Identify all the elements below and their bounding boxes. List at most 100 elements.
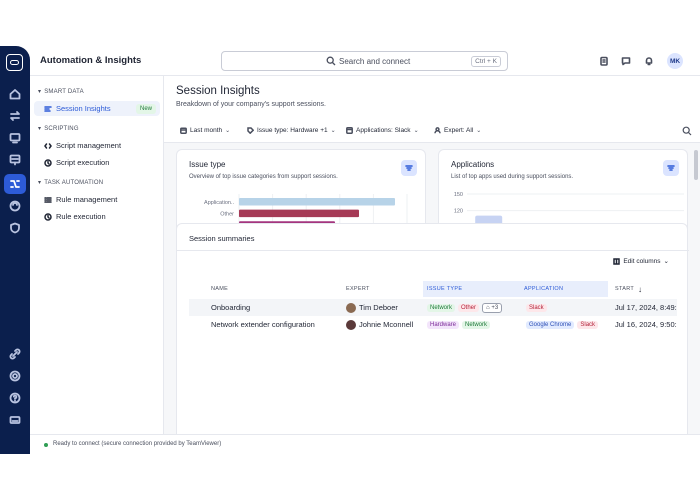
avatar (346, 302, 356, 313)
filter-date[interactable]: Last month ⌄ (180, 127, 230, 134)
chevron-down-icon: ▾ (38, 89, 42, 95)
sidebar-item-label: Session Insights (56, 104, 111, 113)
section-header-smart-data[interactable]: ▾ SMART DATA (38, 88, 84, 96)
page-title: Session Insights (176, 85, 260, 97)
column-header-expert[interactable]: EXPERT (346, 286, 370, 292)
nav-rail (0, 46, 30, 454)
cell-application: Slack (526, 299, 547, 316)
app-tag: Slack (526, 303, 547, 312)
filter-expert[interactable]: Expert: All ⌄ (434, 127, 481, 134)
status-bar: Ready to connect (secure connection prov… (30, 434, 700, 454)
tag-icon: ⌂ (486, 304, 490, 311)
chevron-down-icon: ⌄ (663, 258, 669, 265)
chat-icon[interactable] (619, 54, 632, 67)
category-label: Application.. (204, 200, 234, 206)
sidebar-item-script-management[interactable]: Script management (34, 138, 160, 153)
keyboard-icon[interactable] (7, 412, 23, 428)
home-icon[interactable] (7, 86, 23, 102)
chevron-down-icon: ▾ (38, 180, 42, 186)
filter-applications[interactable]: Applications: Slack ⌄ (346, 127, 419, 134)
page-subtitle: Breakdown of your company's support sess… (176, 101, 326, 108)
chevron-down-icon: ⌄ (225, 128, 231, 134)
monitor-icon[interactable] (7, 152, 23, 168)
column-header-name[interactable]: NAME (211, 286, 229, 292)
filter-icon (405, 165, 413, 171)
connections-icon[interactable] (7, 346, 23, 362)
card-subtitle: List of top apps used during support ses… (451, 174, 574, 180)
section-header-task-automation[interactable]: ▾ TASK AUTOMATION (38, 179, 104, 187)
sidebar-item-label: Script execution (56, 158, 110, 167)
app-tag: Slack (577, 320, 599, 329)
apps-filter-button[interactable] (663, 160, 679, 176)
support-icon[interactable] (7, 198, 23, 214)
search-icon[interactable] (682, 126, 692, 136)
sidebar-item-session-insights[interactable]: Session Insights New (34, 101, 160, 116)
workflow-icon[interactable] (4, 174, 26, 194)
cell-expert: Johnie Mconnell (346, 316, 413, 333)
section-header-scripting[interactable]: ▾ SCRIPTING (38, 125, 79, 133)
top-bar: Automation & Insights Search and connect… (30, 46, 700, 76)
bell-icon[interactable] (642, 54, 655, 67)
main-content: Session Insights Breakdown of your compa… (164, 76, 700, 454)
cell-start: Jul 17, 2024, 8:49:0 (615, 303, 677, 312)
search-input[interactable]: Search and connect Ctrl + K (221, 51, 508, 71)
teamviewer-logo[interactable] (6, 54, 23, 71)
sidebar-item-rule-execution[interactable]: Rule execution (34, 209, 160, 224)
issue-filter-button[interactable] (401, 160, 417, 176)
edit-columns-button[interactable]: Edit columns ⌄ (613, 257, 669, 265)
card-title: Session summaries (189, 234, 255, 243)
cell-issue-type: Hardware Network (427, 316, 491, 333)
cell-application: Google Chrome Slack (526, 316, 599, 333)
card-title: Applications (451, 160, 495, 169)
column-header-application[interactable]: APPLICATION (520, 281, 608, 297)
category-label: Other (220, 211, 234, 217)
issue-tag: Hardware (427, 320, 460, 329)
devices-icon[interactable] (7, 130, 23, 146)
table-row[interactable]: Onboarding Tim Deboer Network Other ⌂ +3… (189, 299, 677, 316)
cell-issue-type: Network Other ⌂ +3 (427, 299, 503, 316)
sidebar-item-rule-management[interactable]: Rule management (34, 192, 160, 207)
person-icon (434, 127, 441, 134)
help-icon[interactable] (7, 390, 23, 406)
chevron-down-icon: ⌄ (413, 128, 419, 134)
avatar (346, 319, 356, 330)
search-icon (326, 56, 336, 66)
more-tags-badge[interactable]: ⌂ +3 (482, 302, 503, 313)
tag-icon (247, 127, 254, 134)
history-icon (44, 158, 52, 167)
issue-tag: Network (462, 320, 491, 329)
settings-icon[interactable] (7, 368, 23, 384)
bar (239, 209, 359, 218)
app-tag: Google Chrome (526, 320, 575, 329)
transfer-icon[interactable] (7, 108, 23, 124)
issue-tag: Other (458, 303, 480, 312)
column-header-issue-type[interactable]: ISSUE TYPE (423, 281, 520, 297)
vertical-scrollbar[interactable] (694, 150, 698, 180)
code-icon (44, 142, 52, 150)
session-summaries-card: Session summaries Edit columns ⌄ NAME EX… (176, 223, 689, 454)
divider (177, 250, 689, 251)
filter-bar: Last month ⌄ Issue type: Hardware +1 ⌄ App… (164, 121, 700, 143)
table-row[interactable]: Network extender configuration Johnie Mc… (189, 316, 677, 333)
app-title: Automation & Insights (40, 55, 142, 66)
card-subtitle: Overview of top issue categories from su… (189, 174, 338, 180)
y-tick-label: 150 (454, 192, 463, 198)
rules-icon (44, 196, 52, 204)
cell-expert: Tim Deboer (346, 299, 398, 316)
columns-icon (613, 257, 621, 265)
card-title: Issue type (189, 160, 226, 169)
cell-name: Onboarding (211, 303, 251, 312)
sidebar-item-script-execution[interactable]: Script execution (34, 155, 160, 170)
sidebar: ▾ SMART DATA Session Insights New ▾ SCRIPT… (30, 76, 164, 454)
shield-icon[interactable] (7, 220, 23, 236)
apps-icon (346, 127, 353, 134)
clipboard-icon[interactable] (597, 54, 610, 67)
cell-name: Network extender configuration (211, 320, 315, 329)
column-header-start[interactable]: START ↓ (615, 284, 643, 294)
status-dot (44, 443, 48, 447)
search-placeholder: Search and connect (339, 57, 411, 66)
calendar-icon (180, 127, 187, 134)
filter-issue-type[interactable]: Issue type: Hardware +1 ⌄ (247, 127, 336, 134)
list-icon (44, 105, 52, 113)
user-avatar[interactable]: MK (667, 53, 683, 69)
